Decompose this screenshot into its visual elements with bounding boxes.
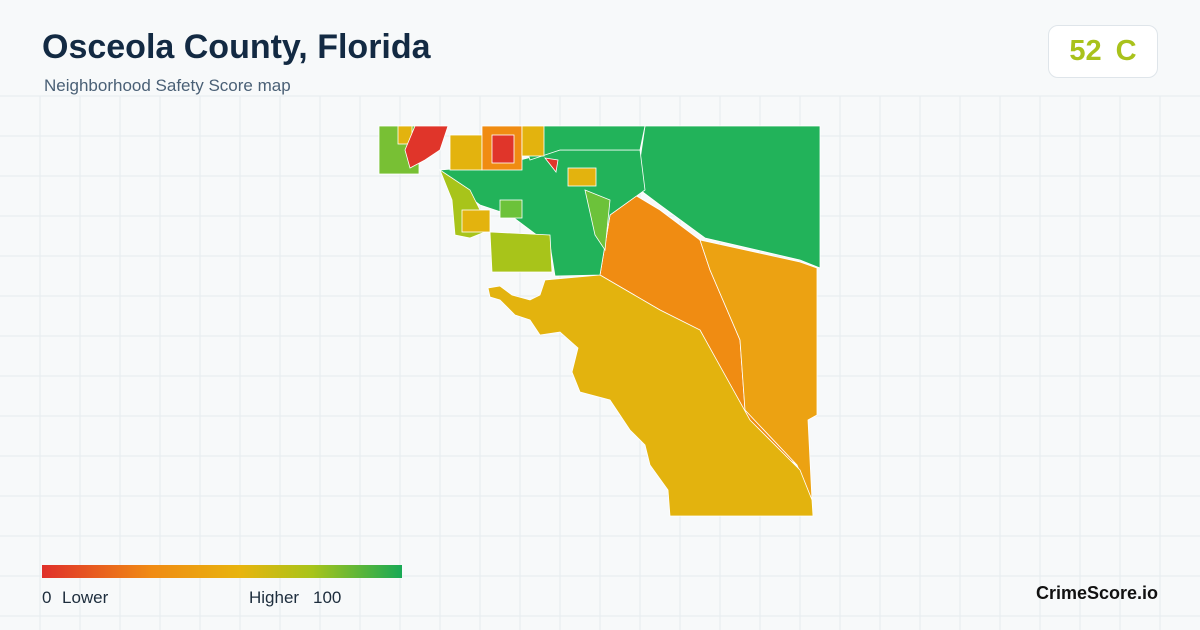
region [404,125,449,169]
subtitle: Neighborhood Safety Score map [44,76,291,95]
legend-gradient [42,565,402,578]
region [487,274,814,517]
legend-max: 100 [313,588,342,607]
region [489,231,553,273]
score-badge: 52 C [1048,25,1158,78]
region [461,209,491,233]
region [521,125,545,157]
region [499,199,523,219]
legend-min-label: Lower [62,588,109,607]
legend-max-label: Higher [249,588,300,607]
region [544,157,559,173]
region [584,189,611,252]
region [449,134,483,171]
legend-min: 0 [42,588,52,607]
title: Osceola County, Florida [42,28,431,66]
score-value: 52 [1069,35,1102,67]
score-grade: C [1115,35,1137,67]
region [567,167,597,187]
region [491,134,515,164]
brand: CrimeScore.io [1036,583,1159,603]
